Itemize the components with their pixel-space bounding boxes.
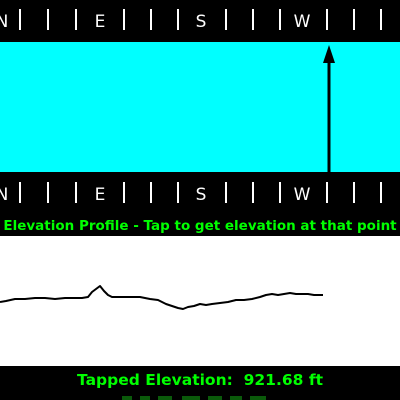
elevation-profile-plot[interactable] xyxy=(0,236,400,366)
compass-ticks-top xyxy=(19,9,382,30)
tapped-elevation-label: Tapped Elevation: xyxy=(77,371,233,389)
compass-label-e: E xyxy=(95,12,106,32)
cut-off-text-hint xyxy=(122,396,266,400)
compass-strip-bottom: N E S W xyxy=(0,172,400,214)
arrow-up-icon xyxy=(323,45,335,172)
compass-strip-top: N E S W xyxy=(0,0,400,42)
compass-label-n: N xyxy=(0,12,8,32)
compass-label-s-bottom: S xyxy=(196,185,207,205)
tapped-elevation-value: 921.68 xyxy=(243,371,304,389)
compass-label-w-bottom: W xyxy=(294,185,311,205)
compass-label-n-bottom: N xyxy=(0,185,8,205)
tapped-elevation-unit: ft xyxy=(308,371,323,389)
tapped-elevation-readout: Tapped Elevation: 921.68 ft xyxy=(0,369,400,391)
compass-ticks-bottom xyxy=(19,182,382,203)
profile-caption: Elevation Profile - Tap to get elevation… xyxy=(3,218,397,234)
compass-label-e-bottom: E xyxy=(95,185,106,205)
compass-label-s: S xyxy=(196,12,207,32)
elevation-profile-line xyxy=(0,285,323,310)
heading-panel[interactable] xyxy=(0,42,400,172)
compass-label-w: W xyxy=(294,12,311,32)
